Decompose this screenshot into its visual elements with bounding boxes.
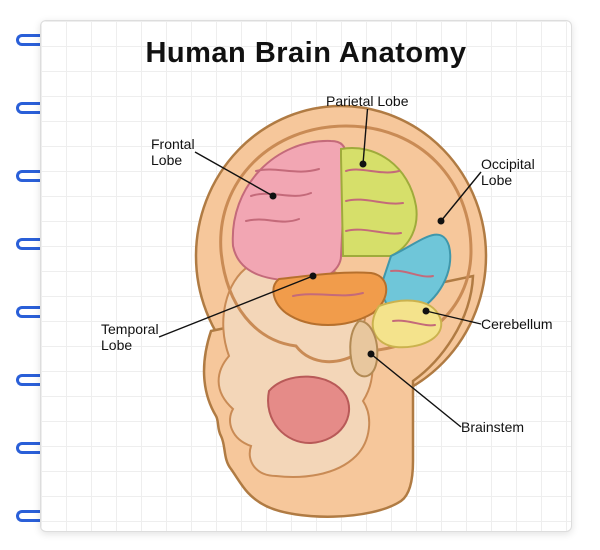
marker-temporal xyxy=(310,273,317,280)
marker-frontal xyxy=(270,193,277,200)
notebook-page: Human Brain Anatomy xyxy=(40,20,572,532)
label-frontal: Frontal Lobe xyxy=(151,136,195,168)
marker-brainstem xyxy=(368,351,375,358)
marker-cerebellum xyxy=(423,308,430,315)
label-parietal: Parietal Lobe xyxy=(326,93,409,109)
label-temporal: Temporal Lobe xyxy=(101,321,159,353)
label-brainstem: Brainstem xyxy=(461,419,524,435)
label-occipital: Occipital Lobe xyxy=(481,156,535,188)
head-illustration xyxy=(41,21,571,531)
marker-occipital xyxy=(438,218,445,225)
label-cerebellum: Cerebellum xyxy=(481,316,553,332)
anatomy-canvas: Frontal Lobe Parietal Lobe Occipital Lobe T… xyxy=(41,21,571,531)
marker-parietal xyxy=(360,161,367,168)
